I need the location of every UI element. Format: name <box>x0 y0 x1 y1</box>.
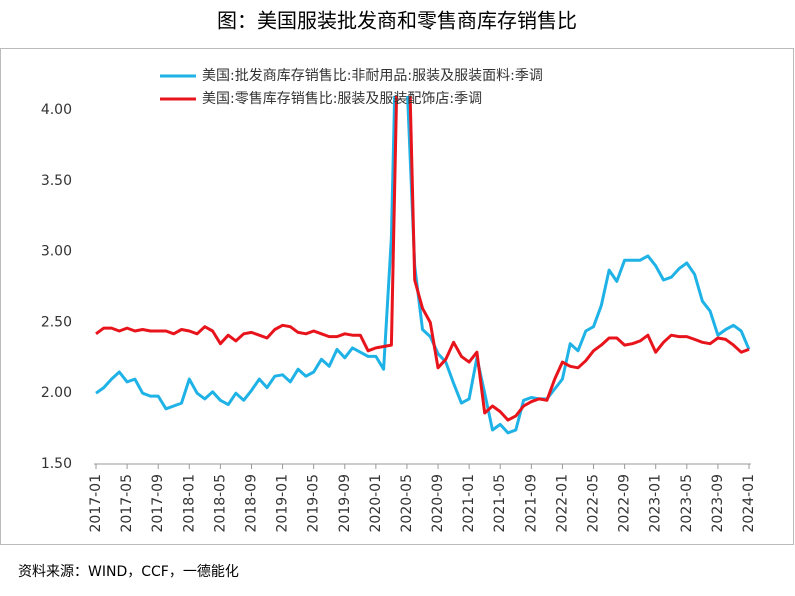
chart-title: 图：美国服装批发商和零售商库存销售比 <box>217 9 577 33</box>
chart-frame <box>0 48 794 545</box>
legend-label: 美国:零售库存销售比:服装及服装配饰店:季调 <box>202 91 482 107</box>
x-tick-label: 2019-05 <box>306 474 322 533</box>
x-tick-label: 2017-01 <box>88 474 104 533</box>
y-tick-label: 4.00 <box>41 102 72 118</box>
x-tick-label: 2018-09 <box>243 474 259 533</box>
y-tick-label: 1.50 <box>41 456 72 472</box>
y-tick-label: 3.00 <box>41 244 72 260</box>
x-tick-label: 2017-09 <box>150 474 166 533</box>
x-tick-label: 2021-09 <box>523 474 539 533</box>
plot-area <box>95 96 751 435</box>
legend-label: 美国:批发商库存销售比:非耐用品:服装及服装面料:季调 <box>202 68 543 84</box>
x-tick-label: 2022-09 <box>617 474 633 533</box>
y-tick-label: 3.50 <box>41 173 72 189</box>
x-tick-label: 2021-05 <box>492 474 508 533</box>
x-tick-label: 2019-09 <box>337 474 353 533</box>
x-tick-label: 2020-01 <box>368 474 384 533</box>
x-tick-label: 2021-01 <box>461 474 477 533</box>
x-tick-label: 2023-09 <box>710 474 726 533</box>
x-tick-label: 2023-01 <box>648 474 664 533</box>
y-tick-label: 2.00 <box>41 385 72 401</box>
series-line <box>95 96 751 435</box>
x-tick-label: 2020-09 <box>430 474 446 533</box>
x-tick-label: 2018-01 <box>181 474 197 533</box>
x-tick-label: 2018-05 <box>212 474 228 533</box>
source: 资料来源：WIND，CCF，一德能化 <box>18 564 239 580</box>
x-tick-label: 2019-01 <box>275 474 291 533</box>
y-tick-label: 2.50 <box>41 314 72 330</box>
x-tick-label: 2024-01 <box>741 474 757 533</box>
x-tick-label: 2023-05 <box>679 474 695 533</box>
x-tick-label: 2017-05 <box>119 474 135 533</box>
x-tick-label: 2022-05 <box>586 474 602 533</box>
x-tick-label: 2020-05 <box>399 474 415 533</box>
x-tick-label: 2022-01 <box>554 474 570 533</box>
series-line <box>95 96 750 422</box>
